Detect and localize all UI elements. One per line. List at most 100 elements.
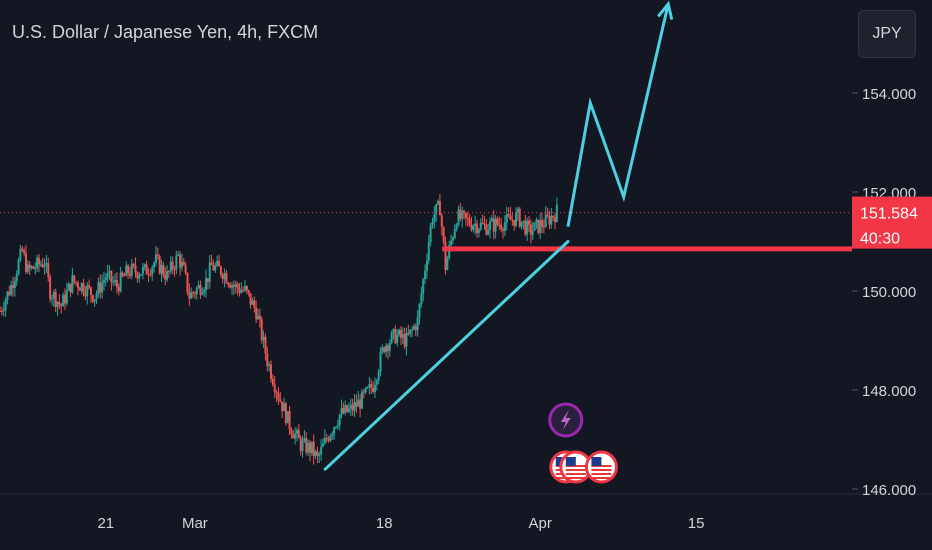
candle [492, 210, 495, 240]
candle [123, 272, 126, 277]
candle [195, 286, 198, 300]
candle [101, 274, 104, 299]
currency-button[interactable]: JPY [858, 10, 916, 58]
price-axis-label[interactable]: 148.000 [862, 383, 916, 400]
time-axis-label[interactable]: Apr [528, 515, 551, 532]
candle [208, 255, 211, 289]
candle [244, 279, 247, 293]
candle [477, 228, 480, 238]
candle [531, 222, 534, 240]
candle [130, 258, 133, 280]
candle [420, 286, 423, 308]
candle [295, 427, 298, 442]
time-axis-label[interactable]: 21 [97, 515, 114, 532]
candle [232, 280, 235, 295]
candle [151, 265, 154, 281]
candle [394, 325, 397, 345]
candle [360, 389, 363, 410]
candle [245, 285, 248, 295]
candle [368, 376, 371, 395]
candle [138, 271, 141, 283]
candle [62, 292, 65, 307]
candle [490, 214, 493, 222]
symbol-title: U.S. Dollar / Japanese Yen, 4h, FXCM [12, 22, 319, 42]
candle [41, 257, 44, 269]
candle [95, 290, 98, 305]
candle [550, 207, 553, 229]
candle [412, 323, 415, 331]
candle [334, 426, 337, 429]
candle [134, 257, 137, 278]
candle [516, 206, 519, 221]
candle [496, 216, 499, 227]
candle [338, 413, 341, 431]
projection-arrowhead [657, 0, 674, 20]
time-axis-label[interactable]: 15 [688, 515, 705, 532]
candle [216, 255, 219, 267]
candle [533, 221, 536, 231]
candle [21, 245, 24, 252]
candle [71, 267, 74, 294]
candle [277, 387, 280, 406]
candle [403, 327, 406, 350]
candle [154, 246, 157, 267]
candle [37, 253, 40, 273]
candle [253, 296, 256, 313]
candle [535, 217, 538, 229]
candle [43, 258, 46, 275]
candle [310, 441, 313, 456]
candle [383, 346, 386, 354]
candle [347, 402, 350, 414]
candle [225, 269, 228, 284]
candle [303, 430, 306, 443]
candle [297, 423, 300, 439]
candle [500, 217, 503, 233]
candle [344, 400, 347, 416]
candle [56, 301, 59, 316]
candle [186, 272, 189, 296]
candle [476, 219, 479, 238]
candle [503, 215, 506, 236]
candle [331, 431, 334, 441]
candle [156, 247, 159, 260]
candle [548, 210, 551, 230]
candle [537, 219, 540, 235]
candle [36, 254, 39, 273]
candle [479, 218, 482, 232]
candle [314, 449, 317, 459]
projection-path[interactable] [566, 3, 670, 227]
trendline[interactable] [323, 240, 570, 471]
candle [273, 376, 276, 398]
candle [470, 217, 473, 232]
candle [307, 439, 310, 457]
candle [127, 264, 130, 279]
candle [69, 283, 72, 298]
candle [0, 307, 3, 316]
candle [11, 276, 14, 297]
candle [288, 406, 291, 435]
candle [15, 270, 18, 286]
candle [321, 438, 324, 448]
candle [158, 254, 161, 275]
candle [221, 272, 224, 284]
time-axis-label[interactable]: Mar [182, 515, 208, 532]
candle [305, 431, 308, 456]
candle [34, 262, 37, 275]
time-axis-label[interactable]: 18 [376, 515, 393, 532]
candle [97, 277, 100, 298]
price-axis-label[interactable]: 146.000 [862, 482, 916, 499]
candle [141, 262, 144, 280]
candle [26, 260, 29, 274]
candle [342, 402, 345, 415]
price-axis-label[interactable]: 150.000 [862, 284, 916, 301]
candle [2, 302, 5, 317]
candle [398, 328, 401, 337]
candle [173, 265, 176, 277]
price-axis-label[interactable]: 154.000 [862, 86, 916, 103]
price-badge-countdown: 40:30 [860, 231, 900, 248]
candle [23, 247, 26, 257]
candle [153, 261, 156, 273]
candle [481, 214, 484, 225]
candle [515, 207, 518, 228]
